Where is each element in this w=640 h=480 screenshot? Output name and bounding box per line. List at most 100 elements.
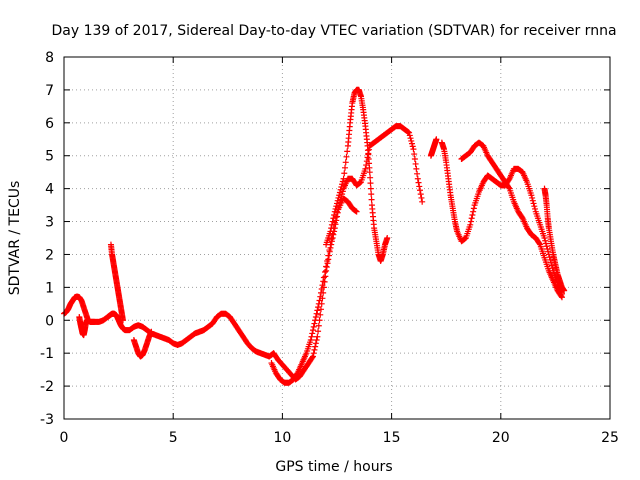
series-seg-16.7h <box>427 136 440 159</box>
data-point <box>558 294 565 301</box>
data-point <box>315 300 322 307</box>
data-point <box>543 243 550 250</box>
data-point <box>410 146 417 153</box>
data-point <box>409 143 416 150</box>
data-point <box>542 240 549 247</box>
series-spike-22h <box>541 185 568 294</box>
data-point <box>411 151 418 158</box>
y-tick-label: 4 <box>45 182 54 198</box>
data-point <box>315 322 322 329</box>
x-tick-label: 5 <box>169 430 178 446</box>
data-point <box>528 192 535 199</box>
data-point <box>316 297 323 304</box>
data-point <box>384 235 391 241</box>
data-point <box>311 346 318 353</box>
data-point <box>326 247 333 254</box>
data-point <box>541 235 548 241</box>
y-tick-label: 0 <box>45 313 54 329</box>
x-axis-label: GPS time / hours <box>275 459 392 475</box>
data-point <box>324 258 331 265</box>
data-point <box>532 205 539 212</box>
series-evening-upper <box>438 139 565 297</box>
data-point <box>308 333 315 340</box>
data-point <box>335 194 342 201</box>
y-tick-label: -1 <box>40 346 54 362</box>
data-point <box>319 282 326 289</box>
data-point <box>317 311 324 318</box>
data-point <box>344 148 351 155</box>
data-point <box>343 153 350 160</box>
data-point <box>531 203 538 210</box>
data-point <box>311 320 318 327</box>
data-point <box>309 354 316 361</box>
plot-frame <box>63 56 611 420</box>
data-point <box>406 129 413 136</box>
data-point <box>310 323 317 330</box>
data-point <box>367 180 374 187</box>
y-tick-label: 1 <box>45 280 54 296</box>
data-point <box>320 278 327 285</box>
y-tick-label: 7 <box>45 83 54 99</box>
data-point <box>411 156 418 163</box>
data-point <box>469 211 476 218</box>
data-point <box>332 214 339 221</box>
data-point <box>310 350 317 357</box>
data-point <box>321 269 328 276</box>
data-point <box>329 230 336 237</box>
data-point <box>313 337 320 344</box>
data-point <box>83 317 90 324</box>
data-point <box>338 183 345 190</box>
data-point <box>317 293 324 300</box>
data-point <box>353 208 360 215</box>
data-point <box>407 135 414 142</box>
data-point <box>417 191 424 198</box>
data-point <box>309 327 316 334</box>
data-point <box>312 313 319 320</box>
series-branch-low <box>268 195 360 386</box>
data-point <box>312 317 319 324</box>
data-point <box>325 252 332 259</box>
data-point <box>530 200 537 207</box>
data-point <box>337 186 344 193</box>
data-point <box>470 208 477 215</box>
data-point <box>339 178 346 185</box>
series-main <box>61 123 426 383</box>
data-point <box>339 181 346 188</box>
data-point <box>362 165 369 172</box>
series-evening-lower <box>458 139 565 301</box>
data-point <box>406 132 413 139</box>
data-point <box>412 160 419 167</box>
data-point <box>366 169 373 176</box>
y-tick-label: 8 <box>45 50 54 66</box>
data-point <box>408 140 415 147</box>
data-point <box>340 175 347 182</box>
series-spike-2h <box>107 241 126 324</box>
data-point <box>315 328 322 335</box>
data-point <box>330 225 337 232</box>
x-tick-label: 25 <box>601 430 619 446</box>
data-point <box>408 137 415 144</box>
data-point <box>314 307 321 314</box>
data-point <box>148 328 155 335</box>
data-points <box>61 86 568 386</box>
y-tick-label: -3 <box>40 412 54 428</box>
data-point <box>368 196 375 203</box>
data-point <box>331 219 338 226</box>
data-point <box>307 337 314 344</box>
data-point <box>529 197 536 204</box>
data-point <box>312 343 319 350</box>
data-point <box>309 330 316 337</box>
data-point <box>333 203 340 210</box>
data-point <box>336 189 343 196</box>
data-point <box>313 310 320 317</box>
data-point <box>314 333 321 340</box>
data-point <box>433 136 440 143</box>
data-point <box>317 289 324 296</box>
data-point <box>536 240 543 247</box>
data-point <box>336 192 343 199</box>
data-point <box>418 194 425 201</box>
data-point <box>342 159 349 166</box>
series-dip-3h <box>130 328 155 360</box>
data-point <box>414 175 421 182</box>
